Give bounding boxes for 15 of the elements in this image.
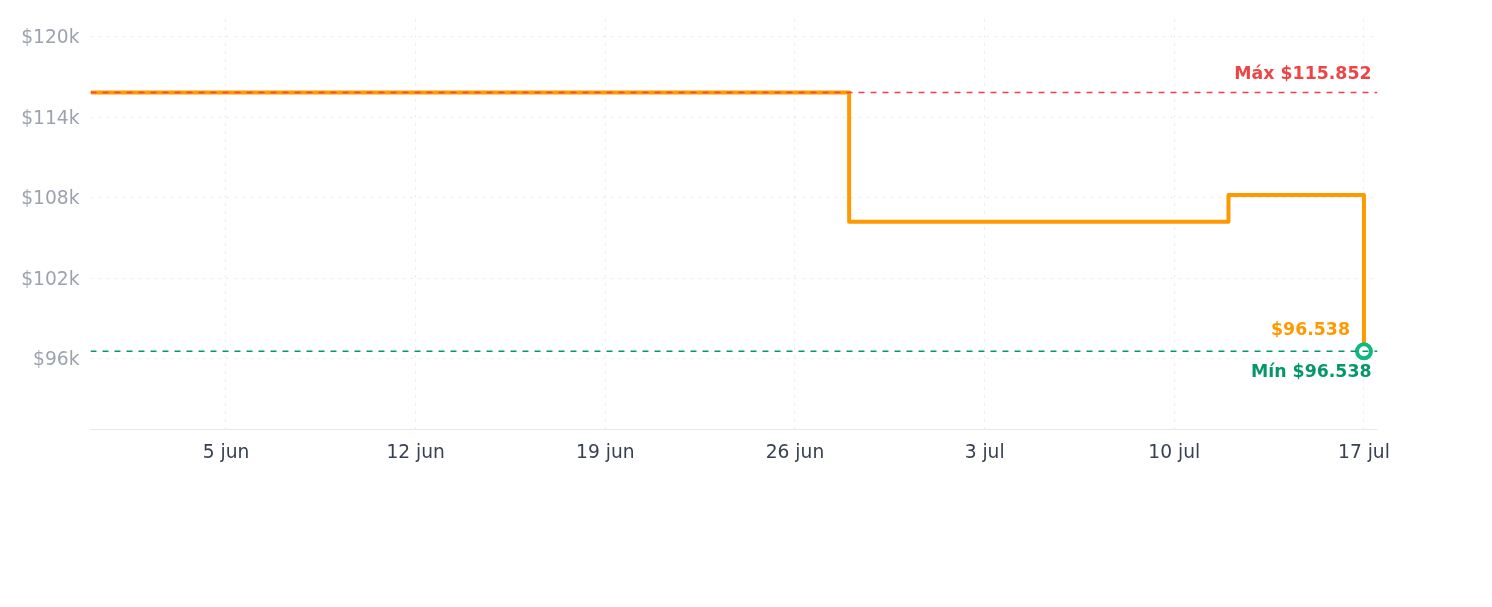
x-tick-label: 12 jun [386, 440, 445, 462]
x-tick-label: 26 jun [765, 440, 825, 462]
x-tick-label: 10 jul [1148, 440, 1201, 462]
y-tick-label: $120k [21, 26, 80, 48]
annotation: $96.538 [1271, 319, 1350, 340]
x-tick-label: 17 jul [1338, 440, 1390, 462]
ref-line-label: Mín $96.538 [1251, 361, 1372, 382]
x-tick-label: 5 jun [202, 440, 250, 462]
x-tick-label: 19 jun [576, 440, 635, 462]
ref-line-label: Máx $115.852 [1234, 62, 1372, 83]
y-tick-label: $96k [33, 347, 80, 369]
y-tick-label: $114k [21, 106, 80, 128]
y-tick-label: $102k [21, 267, 80, 289]
y-tick-label: $108k [21, 187, 80, 209]
x-tick-label: 3 jul [964, 440, 1005, 462]
